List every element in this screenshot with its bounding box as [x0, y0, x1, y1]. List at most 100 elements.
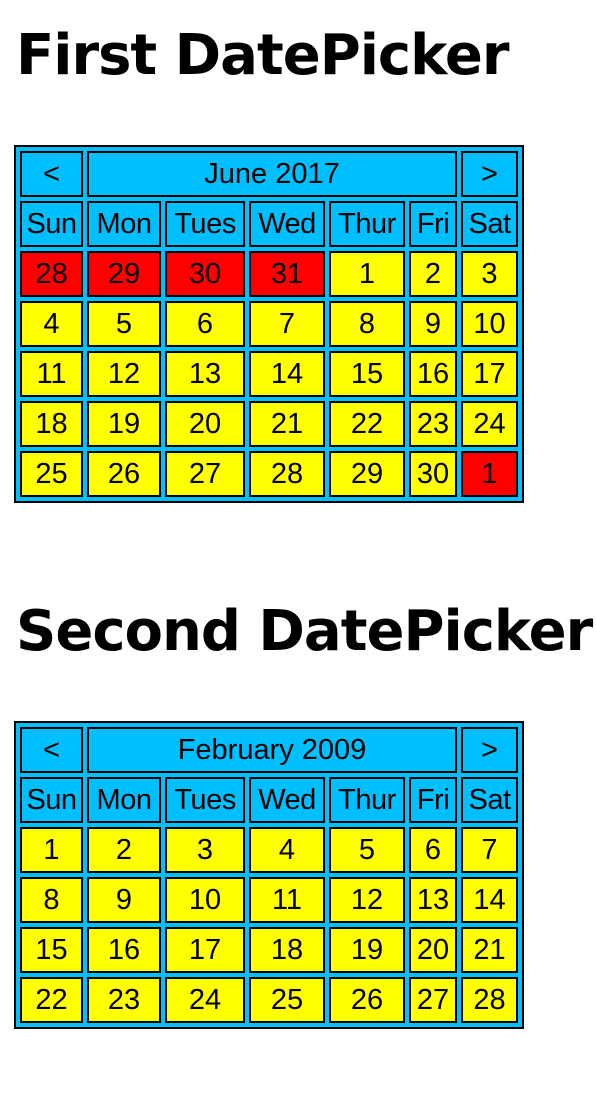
weekday-label-mon: Mon: [87, 201, 161, 247]
day-cell[interactable]: 6: [165, 301, 245, 347]
other-month-day-cell[interactable]: 1: [461, 451, 518, 497]
next-month-button[interactable]: >: [461, 151, 518, 197]
day-cell[interactable]: 15: [329, 351, 405, 397]
first-datepicker-calendar: < June 2017 > Sun Mon Tues Wed Thur Fri Sat 28 2…: [14, 145, 524, 503]
day-cell[interactable]: 6: [409, 827, 457, 873]
weekday-label-sat: Sat: [461, 201, 518, 247]
calendar-grid: < February 2009 > Sun Mon Tues Wed Thur Fri Sa…: [20, 727, 518, 1023]
day-cell[interactable]: 4: [249, 827, 325, 873]
prev-month-button[interactable]: <: [20, 727, 83, 773]
day-cell[interactable]: 19: [329, 927, 405, 973]
day-cell[interactable]: 2: [87, 827, 161, 873]
day-cell[interactable]: 4: [20, 301, 83, 347]
day-cell[interactable]: 3: [165, 827, 245, 873]
week-row: 4 5 6 7 8 9 10: [20, 301, 518, 347]
day-cell[interactable]: 21: [461, 927, 518, 973]
day-cell[interactable]: 10: [461, 301, 518, 347]
day-cell[interactable]: 26: [329, 977, 405, 1023]
day-cell[interactable]: 27: [165, 451, 245, 497]
weekday-label-sun: Sun: [20, 201, 83, 247]
day-cell[interactable]: 7: [249, 301, 325, 347]
day-cell[interactable]: 5: [329, 827, 405, 873]
day-cell[interactable]: 16: [87, 927, 161, 973]
other-month-day-cell[interactable]: 30: [165, 251, 245, 297]
day-cell[interactable]: 12: [329, 877, 405, 923]
day-cell[interactable]: 26: [87, 451, 161, 497]
weekday-label-mon: Mon: [87, 777, 161, 823]
week-row: 18 19 20 21 22 23 24: [20, 401, 518, 447]
other-month-day-cell[interactable]: 29: [87, 251, 161, 297]
day-cell[interactable]: 20: [409, 927, 457, 973]
day-cell[interactable]: 22: [20, 977, 83, 1023]
day-cell[interactable]: 3: [461, 251, 518, 297]
first-datepicker-heading: First DatePicker: [16, 23, 509, 88]
calendar-header-row: < February 2009 >: [20, 727, 518, 773]
day-cell[interactable]: 8: [20, 877, 83, 923]
day-cell[interactable]: 5: [87, 301, 161, 347]
day-cell[interactable]: 28: [461, 977, 518, 1023]
prev-month-button[interactable]: <: [20, 151, 83, 197]
weekday-label-tues: Tues: [165, 777, 245, 823]
other-month-day-cell[interactable]: 31: [249, 251, 325, 297]
day-cell[interactable]: 1: [20, 827, 83, 873]
day-cell[interactable]: 17: [461, 351, 518, 397]
calendar-header-row: < June 2017 >: [20, 151, 518, 197]
week-row: 15 16 17 18 19 20 21: [20, 927, 518, 973]
day-cell[interactable]: 14: [461, 877, 518, 923]
weekday-header-row: Sun Mon Tues Wed Thur Fri Sat: [20, 777, 518, 823]
day-cell[interactable]: 24: [461, 401, 518, 447]
day-cell[interactable]: 8: [329, 301, 405, 347]
day-cell[interactable]: 9: [409, 301, 457, 347]
weekday-label-sat: Sat: [461, 777, 518, 823]
weekday-label-fri: Fri: [409, 777, 457, 823]
day-cell[interactable]: 7: [461, 827, 518, 873]
day-cell[interactable]: 19: [87, 401, 161, 447]
day-cell[interactable]: 15: [20, 927, 83, 973]
day-cell[interactable]: 12: [87, 351, 161, 397]
day-cell[interactable]: 28: [249, 451, 325, 497]
day-cell[interactable]: 27: [409, 977, 457, 1023]
calendar-grid: < June 2017 > Sun Mon Tues Wed Thur Fri Sat 28 2…: [20, 151, 518, 497]
other-month-day-cell[interactable]: 28: [20, 251, 83, 297]
day-cell[interactable]: 16: [409, 351, 457, 397]
day-cell[interactable]: 13: [409, 877, 457, 923]
weekday-label-wed: Wed: [249, 201, 325, 247]
day-cell[interactable]: 10: [165, 877, 245, 923]
second-datepicker-calendar: < February 2009 > Sun Mon Tues Wed Thur Fri Sa…: [14, 721, 524, 1029]
weekday-label-tues: Tues: [165, 201, 245, 247]
week-row: 8 9 10 11 12 13 14: [20, 877, 518, 923]
day-cell[interactable]: 18: [20, 401, 83, 447]
day-cell[interactable]: 22: [329, 401, 405, 447]
day-cell[interactable]: 30: [409, 451, 457, 497]
month-title[interactable]: June 2017: [87, 151, 457, 197]
second-datepicker-heading: Second DatePicker: [16, 599, 593, 664]
day-cell[interactable]: 1: [329, 251, 405, 297]
weekday-label-sun: Sun: [20, 777, 83, 823]
day-cell[interactable]: 23: [87, 977, 161, 1023]
day-cell[interactable]: 9: [87, 877, 161, 923]
weekday-label-fri: Fri: [409, 201, 457, 247]
weekday-label-thur: Thur: [329, 201, 405, 247]
day-cell[interactable]: 25: [20, 451, 83, 497]
day-cell[interactable]: 21: [249, 401, 325, 447]
weekday-label-thur: Thur: [329, 777, 405, 823]
day-cell[interactable]: 2: [409, 251, 457, 297]
day-cell[interactable]: 29: [329, 451, 405, 497]
day-cell[interactable]: 23: [409, 401, 457, 447]
week-row: 22 23 24 25 26 27 28: [20, 977, 518, 1023]
next-month-button[interactable]: >: [461, 727, 518, 773]
weekday-header-row: Sun Mon Tues Wed Thur Fri Sat: [20, 201, 518, 247]
day-cell[interactable]: 20: [165, 401, 245, 447]
day-cell[interactable]: 11: [249, 877, 325, 923]
day-cell[interactable]: 25: [249, 977, 325, 1023]
month-title[interactable]: February 2009: [87, 727, 457, 773]
day-cell[interactable]: 17: [165, 927, 245, 973]
day-cell[interactable]: 13: [165, 351, 245, 397]
day-cell[interactable]: 14: [249, 351, 325, 397]
day-cell[interactable]: 18: [249, 927, 325, 973]
week-row: 11 12 13 14 15 16 17: [20, 351, 518, 397]
weekday-label-wed: Wed: [249, 777, 325, 823]
day-cell[interactable]: 24: [165, 977, 245, 1023]
day-cell[interactable]: 11: [20, 351, 83, 397]
